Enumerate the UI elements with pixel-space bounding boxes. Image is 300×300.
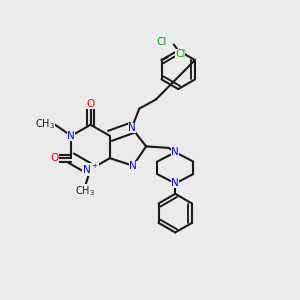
Text: CH$_3$: CH$_3$ [75,184,94,198]
Text: O: O [86,99,95,109]
Text: N: N [171,178,179,188]
Text: Cl: Cl [175,49,185,59]
Text: Cl: Cl [156,37,166,46]
Text: N: N [129,161,137,171]
Text: N: N [171,147,179,157]
Text: N: N [128,123,136,133]
Text: N$^+$: N$^+$ [82,163,99,176]
Text: CH$_3$: CH$_3$ [35,118,55,131]
Text: O: O [51,153,59,163]
Text: N: N [68,131,75,141]
